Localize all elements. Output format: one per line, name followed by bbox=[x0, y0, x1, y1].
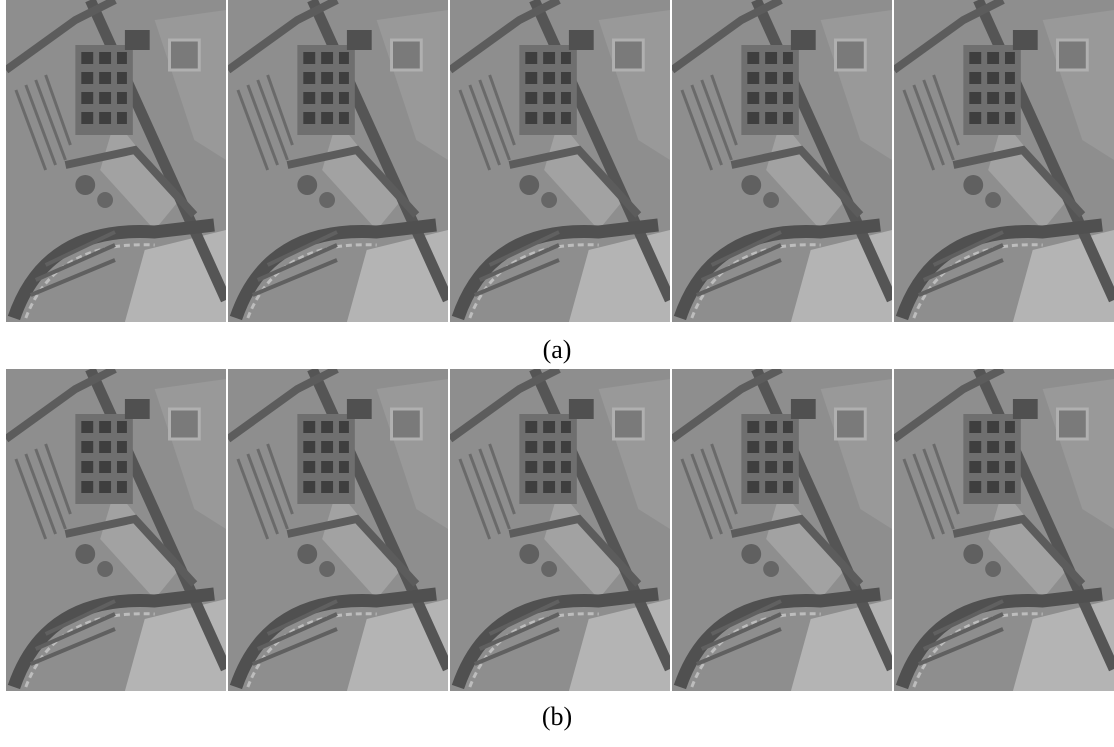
row-a-images bbox=[6, 0, 1114, 322]
image-panel bbox=[6, 0, 226, 322]
image-panel bbox=[228, 0, 448, 322]
image-panel bbox=[6, 369, 226, 691]
image-panel bbox=[894, 369, 1114, 691]
figure: (a) (b) bbox=[0, 0, 1114, 742]
image-panel bbox=[450, 0, 670, 322]
caption: (b) bbox=[542, 702, 572, 731]
row-b-images bbox=[6, 369, 1114, 691]
image-panel bbox=[672, 0, 892, 322]
caption: (a) bbox=[543, 335, 572, 364]
page: (a) (b) (() => { const data = JSON.parse… bbox=[0, 0, 1114, 742]
image-panel bbox=[228, 369, 448, 691]
image-panel bbox=[450, 369, 670, 691]
image-panel bbox=[672, 369, 892, 691]
image-panel bbox=[894, 0, 1114, 322]
